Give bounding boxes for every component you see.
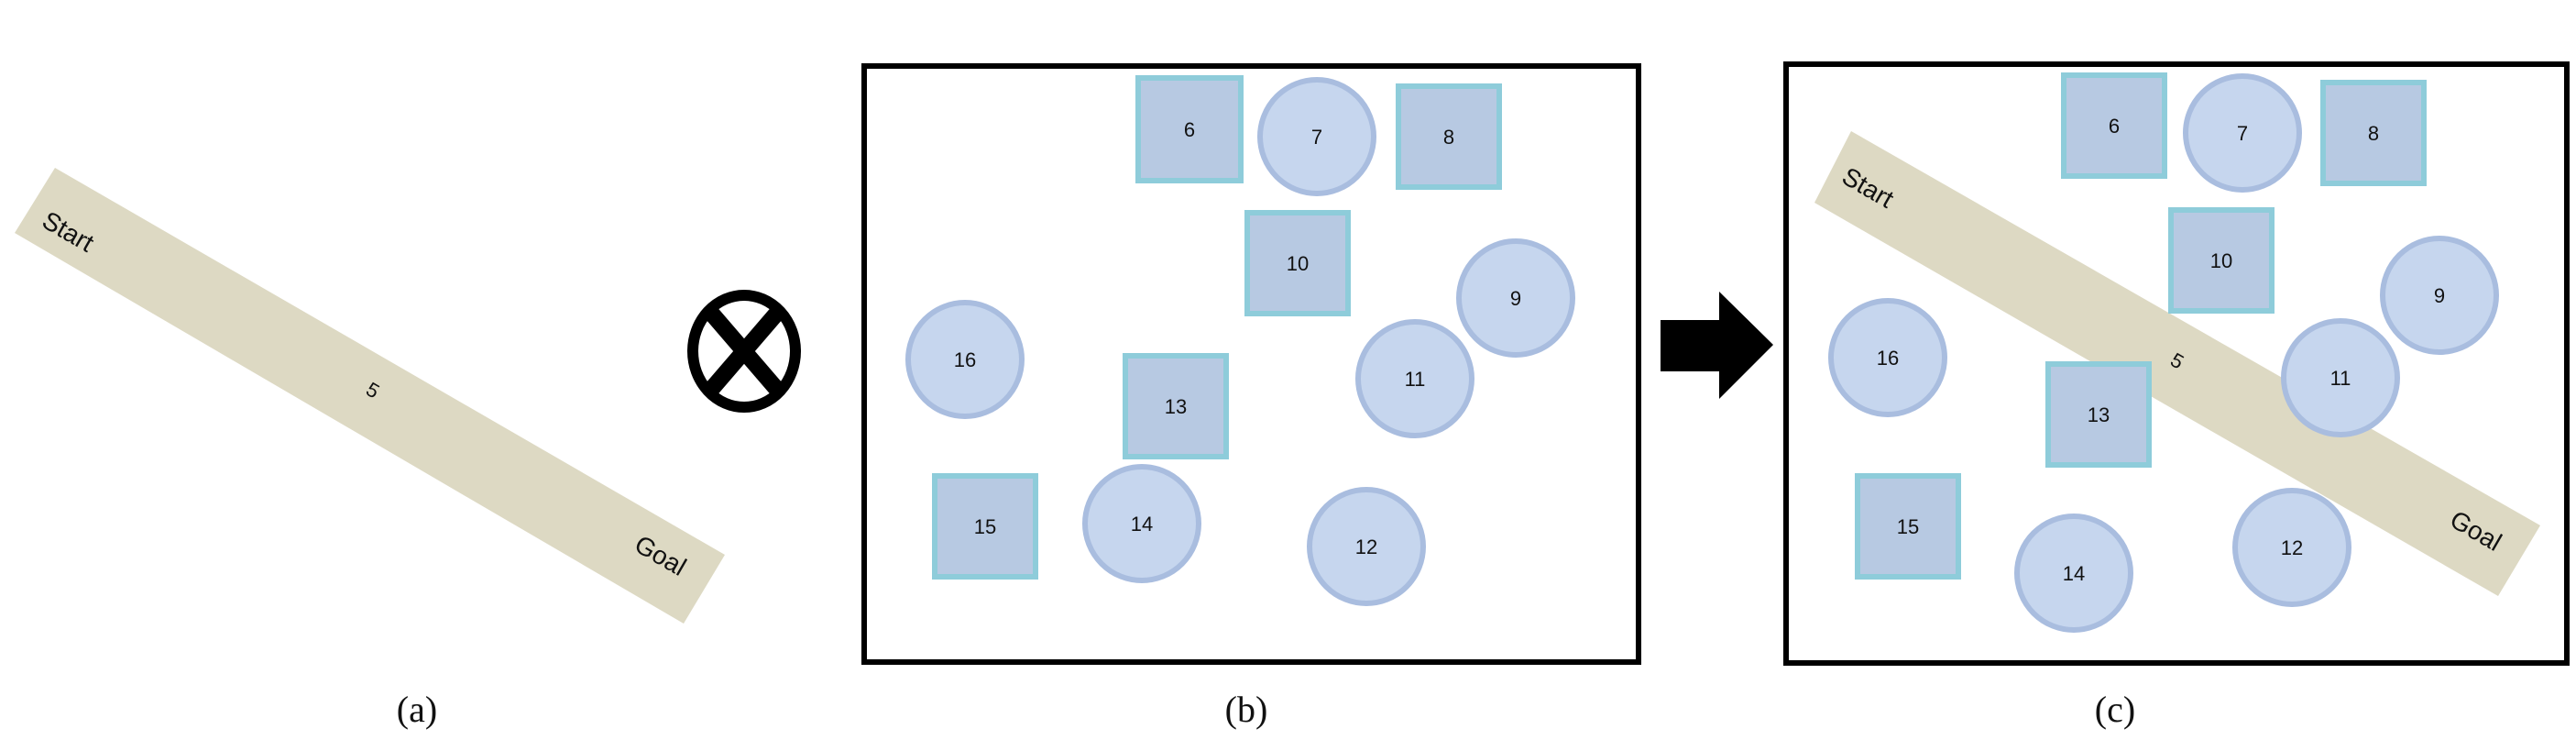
obstacle-square xyxy=(1244,210,1351,316)
obstacle-label: 15 xyxy=(1897,515,1919,538)
obstacle-12: 12 xyxy=(2232,488,2351,607)
obstacle-square xyxy=(1123,353,1229,459)
obstacle-label: 9 xyxy=(1510,287,1521,310)
obstacle-8: 8 xyxy=(1396,83,1502,190)
obstacle-square xyxy=(1396,83,1502,190)
obstacle-label: 10 xyxy=(1287,252,1309,275)
obstacle-label: 16 xyxy=(1877,347,1899,370)
obstacle-10: 10 xyxy=(2168,207,2275,314)
obstacle-circle xyxy=(2183,73,2302,193)
obstacle-circle xyxy=(1307,487,1426,606)
obstacle-7: 7 xyxy=(2183,73,2302,193)
obstacle-11: 11 xyxy=(2281,318,2400,437)
obstacle-label: 13 xyxy=(2088,403,2110,426)
obstacle-label: 8 xyxy=(1443,126,1454,149)
obstacle-square xyxy=(1135,75,1244,183)
obstacle-circle xyxy=(2380,236,2499,355)
obstacle-square xyxy=(2320,80,2427,186)
obstacle-square xyxy=(2061,72,2167,179)
obstacle-circle xyxy=(2014,514,2133,633)
environment-frame-b xyxy=(861,63,1641,665)
obstacle-9: 9 xyxy=(1456,238,1575,358)
obstacle-circle xyxy=(905,300,1025,419)
obstacle-circle xyxy=(1355,319,1474,438)
obstacle-13: 13 xyxy=(2045,361,2152,468)
panel-b: 6 7 8 10 9 16 11 13 15 14 12 (b) xyxy=(861,63,1641,730)
obstacle-label: 14 xyxy=(1131,513,1153,536)
obstacle-6: 6 xyxy=(2061,72,2167,179)
right-arrow-icon xyxy=(1661,292,1773,399)
obstacle-6: 6 xyxy=(1135,75,1244,183)
obstacle-label: 12 xyxy=(1355,536,1377,558)
obstacle-16: 16 xyxy=(905,300,1025,419)
obstacle-square xyxy=(1855,473,1961,580)
panel-a: Start 5 Goal (a) xyxy=(15,168,725,730)
obstacle-13: 13 xyxy=(1123,353,1229,459)
obstacle-label: 11 xyxy=(1405,368,1426,391)
obstacle-circle xyxy=(1082,464,1201,583)
obstacles-b: 6 7 8 10 9 16 11 13 15 14 12 xyxy=(905,75,1575,606)
obstacle-14: 14 xyxy=(1082,464,1201,583)
obstacle-square xyxy=(932,473,1038,580)
obstacle-label: 8 xyxy=(2368,122,2379,145)
obstacle-9: 9 xyxy=(2380,236,2499,355)
obstacle-square xyxy=(2045,361,2152,468)
caption-c: (c) xyxy=(2095,689,2135,730)
obstacle-15: 15 xyxy=(1855,473,1961,580)
obstacle-16: 16 xyxy=(1828,298,1947,417)
obstacle-label: 10 xyxy=(2210,249,2232,272)
obstacle-10: 10 xyxy=(1244,210,1351,316)
obstacle-label: 14 xyxy=(2063,562,2085,585)
obstacle-15: 15 xyxy=(932,473,1038,580)
obstacle-circle xyxy=(1828,298,1947,417)
obstacles-c-below-path: 6 7 8 9 16 15 14 12 xyxy=(1828,72,2499,633)
obstacle-label: 11 xyxy=(2330,367,2351,390)
path-strip xyxy=(15,168,725,624)
obstacle-circle xyxy=(1456,238,1575,358)
obstacle-11: 11 xyxy=(1355,319,1474,438)
obstacle-label: 6 xyxy=(1184,118,1195,141)
obstacle-label: 15 xyxy=(974,515,996,538)
obstacle-square xyxy=(2168,207,2275,314)
obstacles-c-above-path: 10 11 13 xyxy=(2045,207,2400,468)
circled-times-icon xyxy=(687,290,801,413)
obstacle-12: 12 xyxy=(1307,487,1426,606)
path-strip-c xyxy=(1814,131,2540,596)
caption-b: (b) xyxy=(1225,689,1268,730)
arrow-shape xyxy=(1661,292,1773,399)
obstacle-8: 8 xyxy=(2320,80,2427,186)
obstacle-circle xyxy=(2281,318,2400,437)
obstacle-label: 13 xyxy=(1165,395,1187,418)
obstacle-label: 6 xyxy=(2109,115,2120,138)
caption-a: (a) xyxy=(397,689,437,730)
obstacle-7: 7 xyxy=(1257,77,1376,196)
obstacle-circle xyxy=(1257,77,1376,196)
obstacle-label: 7 xyxy=(2237,122,2248,145)
operator-stroke-2 xyxy=(704,306,784,396)
obstacle-circle xyxy=(2232,488,2351,607)
obstacle-label: 16 xyxy=(954,348,976,371)
obstacle-label: 9 xyxy=(2434,284,2445,307)
obstacle-14: 14 xyxy=(2014,514,2133,633)
environment-frame-c xyxy=(1783,61,2570,666)
obstacle-label: 12 xyxy=(2281,536,2303,559)
obstacle-label: 7 xyxy=(1311,126,1322,149)
